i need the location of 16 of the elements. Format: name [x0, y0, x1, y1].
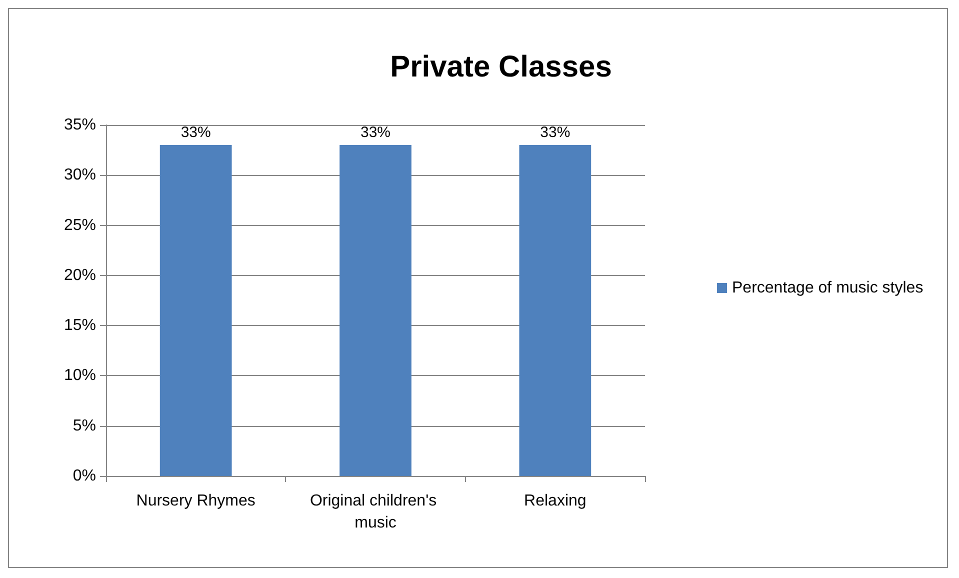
y-tick-label: 5%	[72, 417, 96, 434]
chart-title: Private Classes	[390, 50, 612, 84]
y-tick-label: 25%	[64, 216, 96, 234]
y-tick-label: 20%	[64, 266, 96, 284]
x-tick-label: Nursery Rhymes	[136, 492, 256, 510]
legend-label: Percentage of music styles	[732, 280, 924, 296]
y-tick-label: 30%	[64, 166, 96, 184]
data-label: 33%	[360, 124, 391, 142]
y-tick-label: 35%	[64, 116, 96, 134]
y-tick-label: 10%	[64, 367, 96, 384]
x-tick-label: Original children's music	[310, 492, 442, 532]
data-label: 33%	[540, 124, 570, 142]
y-tick-label: 0%	[72, 468, 96, 484]
y-tick-label: 15%	[64, 317, 96, 334]
data-label: 33%	[180, 124, 211, 142]
x-tick-label: Relaxing	[524, 492, 586, 510]
